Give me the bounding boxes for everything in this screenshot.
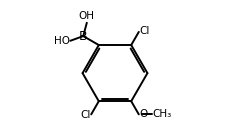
Text: Cl: Cl xyxy=(139,26,149,36)
Text: B: B xyxy=(79,30,87,43)
Text: CH₃: CH₃ xyxy=(152,109,171,119)
Text: HO: HO xyxy=(53,36,69,46)
Text: Cl: Cl xyxy=(80,110,90,120)
Text: OH: OH xyxy=(79,11,94,21)
Text: O: O xyxy=(139,109,147,119)
